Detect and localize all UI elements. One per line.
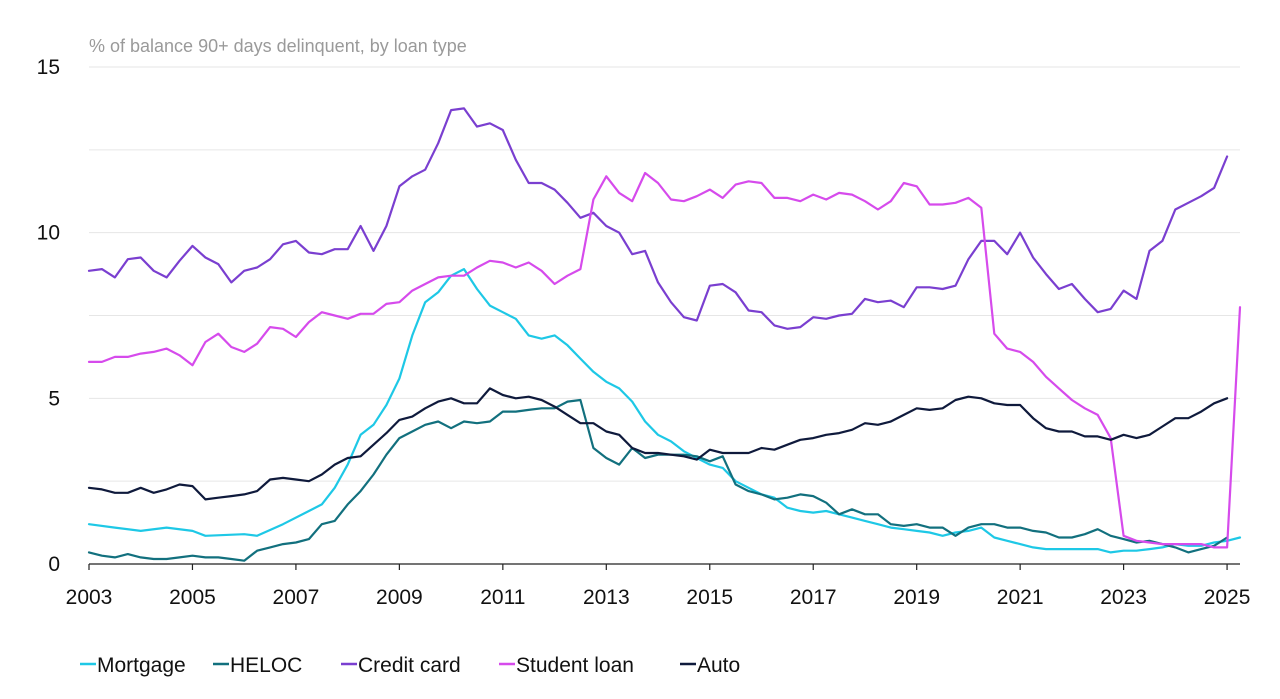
- x-tick-label: 2025: [1204, 586, 1251, 609]
- y-tick-label: 5: [48, 387, 60, 410]
- x-tick-label: 2007: [273, 586, 320, 609]
- x-tick-label: 2003: [66, 586, 113, 609]
- x-tick-label: 2009: [376, 586, 423, 609]
- x-tick-label: 2013: [583, 586, 630, 609]
- legend-label-credit-card: Credit card: [358, 654, 461, 677]
- series-line-credit-card: [87, 107, 1229, 330]
- legend-label-student-loan: Student loan: [516, 654, 634, 677]
- y-axis-ticks: 0 5 10 15: [37, 56, 60, 576]
- x-tick-label: 2017: [790, 586, 837, 609]
- series-lines: [87, 107, 1242, 562]
- series-line-mortgage: [87, 268, 1242, 554]
- legend: Mortgage HELOC Credit card Student loan Auto: [80, 654, 740, 677]
- gridlines: [89, 66, 1240, 482]
- x-tick-label: 2005: [169, 586, 216, 609]
- x-axis-ticks: 2003 2005 2007 2009 2011 2013 2015 2017 2019 2021…: [66, 564, 1251, 609]
- legend-label-auto: Auto: [697, 654, 740, 677]
- legend-label-heloc: HELOC: [230, 654, 302, 677]
- x-tick-label: 2011: [480, 586, 525, 609]
- y-tick-label: 15: [37, 56, 60, 79]
- chart-title: % of balance 90+ days delinquent, by loa…: [89, 36, 467, 56]
- y-tick-label: 0: [48, 553, 60, 576]
- x-tick-label: 2015: [686, 586, 733, 609]
- series-line-heloc: [87, 398, 1229, 562]
- series-line-auto: [87, 387, 1229, 501]
- legend-label-mortgage: Mortgage: [97, 654, 186, 677]
- series-line-student-loan: [87, 171, 1242, 549]
- x-tick-label: 2021: [997, 586, 1044, 609]
- x-tick-label: 2023: [1100, 586, 1147, 609]
- y-tick-label: 10: [37, 222, 60, 245]
- x-tick-label: 2019: [893, 586, 940, 609]
